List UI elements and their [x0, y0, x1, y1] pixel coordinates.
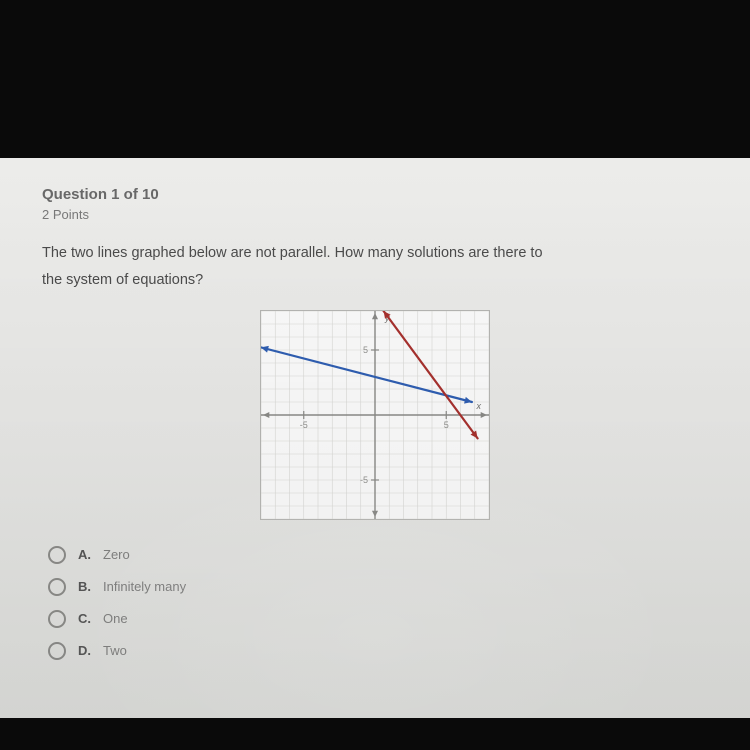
graph-container: -55-55yx [42, 310, 708, 520]
svg-text:5: 5 [444, 420, 449, 430]
svg-text:5: 5 [363, 345, 368, 355]
answer-option-a[interactable]: A. Zero [48, 546, 708, 564]
answer-letter: A. [78, 547, 91, 562]
radio-icon [48, 546, 66, 564]
answer-text: Infinitely many [103, 579, 186, 594]
answer-letter: C. [78, 611, 91, 626]
answer-option-b[interactable]: B. Infinitely many [48, 578, 708, 596]
answer-list: A. Zero B. Infinitely many C. One D. Two [42, 546, 708, 660]
graph: -55-55yx [260, 310, 490, 520]
svg-text:x: x [476, 401, 482, 411]
answer-text: Two [103, 643, 127, 658]
question-number: Question 1 of 10 [42, 186, 708, 203]
quiz-content: Question 1 of 10 2 Points The two lines … [0, 158, 750, 718]
question-text: The two lines graphed below are not para… [42, 240, 708, 294]
answer-letter: D. [78, 643, 91, 658]
answer-text: Zero [103, 547, 130, 562]
screen: Question 1 of 10 2 Points The two lines … [0, 0, 750, 750]
answer-letter: B. [78, 579, 91, 594]
radio-icon [48, 578, 66, 596]
svg-text:-5: -5 [360, 475, 368, 485]
answer-option-d[interactable]: D. Two [48, 642, 708, 660]
question-points: 2 Points [42, 207, 708, 222]
svg-text:-5: -5 [300, 420, 308, 430]
answer-option-c[interactable]: C. One [48, 610, 708, 628]
radio-icon [48, 642, 66, 660]
letterbox-bottom [0, 718, 750, 750]
question-text-line1: The two lines graphed below are not para… [42, 245, 543, 261]
graph-svg: -55-55yx [261, 311, 489, 519]
question-text-line2: the system of equations? [42, 272, 203, 288]
radio-icon [48, 610, 66, 628]
answer-text: One [103, 611, 128, 626]
letterbox-top [0, 0, 750, 158]
